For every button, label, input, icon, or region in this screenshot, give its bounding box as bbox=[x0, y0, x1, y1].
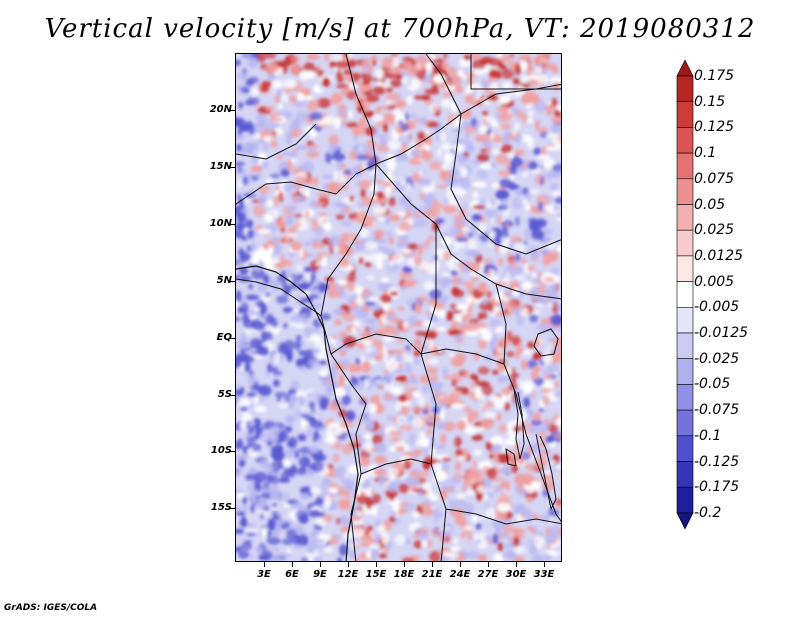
lat-label-20n: 20N bbox=[209, 104, 232, 115]
lat-label-5n: 5N bbox=[216, 275, 232, 286]
colorbar-label: 0.125 bbox=[694, 119, 735, 136]
colorbar-label: 0.1 bbox=[694, 145, 717, 162]
lon-tick bbox=[432, 562, 433, 567]
lat-tick bbox=[230, 167, 235, 168]
lon-label-24e: 24E bbox=[449, 569, 471, 580]
country-borders bbox=[236, 54, 561, 561]
colorbar-segment bbox=[676, 101, 694, 128]
lat-tick bbox=[230, 395, 235, 396]
lat-label-15s: 15S bbox=[210, 502, 232, 513]
map-canvas bbox=[236, 54, 561, 561]
lon-label-33e: 33E bbox=[533, 569, 555, 580]
lon-tick bbox=[348, 562, 349, 567]
lon-label-15e: 15E bbox=[365, 569, 387, 580]
colorbar-label: -0.125 bbox=[694, 453, 740, 470]
colorbar-label: -0.0125 bbox=[694, 325, 749, 341]
colorbar-segment bbox=[676, 281, 694, 308]
colorbar-label: 0.025 bbox=[694, 222, 735, 239]
colorbar-segment bbox=[676, 486, 694, 514]
lon-tick bbox=[460, 562, 461, 567]
colorbar-label: 0.15 bbox=[694, 93, 726, 110]
colorbar-label: 0.05 bbox=[694, 196, 726, 213]
lon-tick bbox=[264, 562, 265, 567]
colorbar-segment bbox=[676, 229, 694, 257]
lon-tick bbox=[376, 562, 377, 567]
lat-label-eq: EQ bbox=[216, 332, 232, 343]
lon-tick bbox=[292, 562, 293, 567]
colorbar-segment bbox=[676, 204, 694, 231]
colorbar-bottom-arrow bbox=[676, 512, 694, 530]
colorbar-segment bbox=[676, 127, 694, 154]
colorbar-label: 0.075 bbox=[694, 170, 735, 187]
vertical-velocity-map bbox=[235, 53, 562, 562]
lakes bbox=[505, 328, 559, 511]
colorbar-label: 0.005 bbox=[694, 273, 735, 290]
lat-tick bbox=[230, 110, 235, 111]
colorbar-segment bbox=[676, 307, 694, 334]
colorbar-segment bbox=[676, 75, 694, 103]
lat-tick bbox=[230, 224, 235, 225]
colorbar-label: -0.005 bbox=[694, 299, 740, 316]
colorbar-segment bbox=[676, 384, 694, 411]
lat-tick bbox=[230, 281, 235, 282]
colorbar-label: -0.075 bbox=[694, 402, 740, 419]
colorbar-segment bbox=[676, 255, 694, 282]
lon-label-21e: 21E bbox=[421, 569, 443, 580]
colorbar-segment bbox=[676, 409, 694, 437]
colorbar-segment bbox=[676, 461, 694, 488]
lat-label-5s: 5S bbox=[217, 389, 232, 400]
coastline bbox=[236, 265, 359, 561]
lon-tick bbox=[488, 562, 489, 567]
lon-label-12e: 12E bbox=[337, 569, 359, 580]
lat-tick bbox=[230, 508, 235, 509]
colorbar-segment bbox=[676, 152, 694, 180]
lon-tick bbox=[516, 562, 517, 567]
lat-label-10n: 10N bbox=[209, 218, 232, 229]
lat-tick bbox=[230, 451, 235, 452]
lat-label-15n: 15N bbox=[209, 161, 232, 172]
lon-label-30e: 30E bbox=[505, 569, 527, 580]
colorbar-label: -0.175 bbox=[694, 479, 740, 496]
colorbar-label: -0.025 bbox=[694, 350, 740, 367]
colorbar bbox=[676, 59, 694, 530]
map-title: Vertical velocity [m/s] at 700hPa, VT: 2… bbox=[44, 14, 756, 44]
lon-label-9e: 9E bbox=[313, 569, 327, 580]
colorbar-label: -0.1 bbox=[694, 427, 722, 444]
colorbar-segment bbox=[676, 358, 694, 385]
lon-label-27e: 27E bbox=[477, 569, 499, 580]
velocity-field bbox=[236, 54, 561, 561]
colorbar-segment bbox=[676, 178, 694, 205]
lon-label-18e: 18E bbox=[393, 569, 415, 580]
colorbar-top-arrow bbox=[676, 59, 694, 77]
lat-label-10s: 10S bbox=[210, 445, 232, 456]
lon-tick bbox=[404, 562, 405, 567]
colorbar-label: -0.2 bbox=[694, 504, 722, 521]
colorbar-segment bbox=[676, 332, 694, 360]
footer-credit: GrADS: IGES/COLA bbox=[4, 603, 98, 613]
lon-label-6e: 6E bbox=[285, 569, 299, 580]
colorbar-label: -0.05 bbox=[694, 376, 731, 393]
colorbar-label: 0.175 bbox=[694, 68, 735, 84]
lon-label-3e: 3E bbox=[257, 569, 271, 580]
lon-tick bbox=[320, 562, 321, 567]
colorbar-segment bbox=[676, 435, 694, 462]
lon-tick bbox=[544, 562, 545, 567]
lat-tick bbox=[230, 338, 235, 339]
colorbar-label: 0.0125 bbox=[694, 247, 743, 264]
